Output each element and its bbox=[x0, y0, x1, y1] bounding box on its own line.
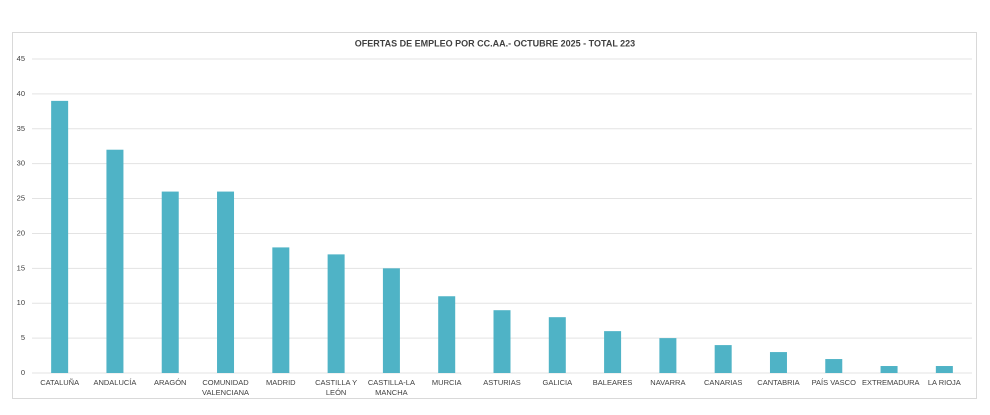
x-tick-label: CASTILLA Y LEÓN bbox=[315, 378, 358, 397]
bar bbox=[382, 268, 400, 373]
x-tick-label: NAVARRA bbox=[650, 378, 686, 387]
bar bbox=[272, 247, 290, 373]
y-tick-label: 25 bbox=[17, 194, 25, 203]
x-tick-label: ASTURIAS bbox=[483, 378, 521, 387]
bar bbox=[438, 296, 456, 373]
bar bbox=[548, 317, 566, 373]
bar bbox=[880, 366, 898, 373]
bar bbox=[51, 100, 69, 373]
y-tick-label: 45 bbox=[17, 54, 25, 63]
x-tick-label: CASTILLA-LA MANCHA bbox=[367, 378, 415, 397]
x-tick-label: LA RIOJA bbox=[927, 378, 961, 387]
chart-title: OFERTAS DE EMPLEO POR CC.AA.- OCTUBRE 20… bbox=[355, 38, 635, 48]
bar bbox=[935, 366, 953, 373]
y-tick-label: 35 bbox=[17, 124, 25, 133]
x-tick-label: CATALUÑA bbox=[40, 378, 80, 387]
y-tick-label: 5 bbox=[21, 333, 25, 342]
bar bbox=[659, 338, 677, 373]
x-tick-label: PAÍS VASCO bbox=[811, 378, 856, 387]
y-tick-label: 10 bbox=[17, 298, 25, 307]
x-tick-label: CANARIAS bbox=[704, 378, 743, 387]
x-tick-label: MADRID bbox=[266, 378, 296, 387]
bar bbox=[825, 359, 843, 373]
y-tick-label: 40 bbox=[17, 89, 25, 98]
bar bbox=[106, 149, 124, 373]
bar bbox=[217, 191, 235, 373]
x-tick-label: ANDALUCÍA bbox=[93, 378, 137, 387]
y-tick-label: 30 bbox=[17, 159, 25, 168]
bar bbox=[769, 352, 787, 373]
bar bbox=[604, 331, 622, 373]
bar bbox=[161, 191, 179, 373]
bar bbox=[493, 310, 511, 373]
y-tick-label: 0 bbox=[21, 368, 25, 377]
bar bbox=[714, 345, 732, 373]
x-tick-label: GALICIA bbox=[542, 378, 573, 387]
x-tick-label: COMUNIDAD VALENCIANA bbox=[202, 378, 249, 397]
x-tick-label: EXTREMADURA bbox=[862, 378, 920, 387]
chart-frame bbox=[12, 32, 977, 399]
bar bbox=[327, 254, 345, 373]
y-tick-label: 20 bbox=[17, 228, 25, 237]
x-tick-label: ARAGÓN bbox=[153, 378, 187, 387]
y-tick-label: 15 bbox=[17, 263, 25, 272]
x-tick-label: MURCIA bbox=[431, 378, 462, 387]
x-tick-label: BALEARES bbox=[592, 378, 633, 387]
x-tick-label: CANTABRIA bbox=[757, 378, 800, 387]
